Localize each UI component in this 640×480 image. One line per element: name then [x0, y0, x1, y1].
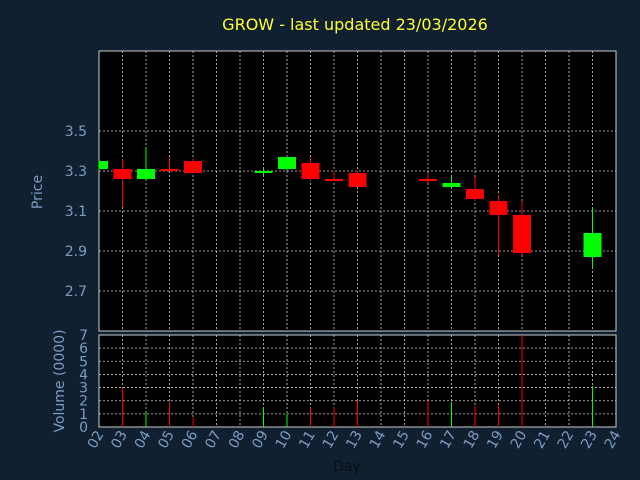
volume-tick-label: 5: [79, 354, 88, 370]
candle-body: [301, 163, 320, 179]
day-tick-label: 12: [320, 428, 343, 451]
day-tick-label: 03: [108, 428, 131, 451]
candle-body: [254, 171, 273, 173]
price-tick-label: 3.3: [65, 164, 87, 180]
day-tick-label: 06: [179, 428, 202, 452]
day-tick-label: 23: [578, 428, 601, 451]
candle-body: [278, 157, 296, 169]
volume-tick-label: 7: [79, 328, 88, 344]
x-axis-label: Day: [333, 459, 361, 475]
day-tick-labels: 02 03 04 05 06 07 08 09 10 11 12 13 14 15 16 17 18 19 20 21…: [85, 428, 625, 452]
candle-body: [489, 201, 508, 215]
day-tick-label: 10: [273, 428, 296, 451]
candle-body: [184, 161, 202, 173]
candle-body: [583, 233, 602, 257]
day-tick-label: 22: [555, 428, 578, 451]
day-tick-label: 09: [249, 428, 272, 451]
chart-title: GROW - last updated 23/03/2026: [222, 15, 488, 34]
volume-bars: [122, 335, 593, 427]
candle-body: [348, 173, 367, 187]
candle-body: [466, 189, 484, 199]
candle-body: [442, 183, 461, 187]
day-tick-label: 16: [414, 428, 437, 452]
volume-tick-label: 0: [79, 420, 88, 436]
day-tick-label: 21: [531, 428, 554, 451]
day-tick-label: 18: [461, 428, 484, 451]
price-tick-label: 2.9: [65, 244, 87, 260]
candle-body: [419, 179, 437, 181]
volume-axis-label: Volume (0000): [52, 329, 68, 432]
day-tick-label: 08: [226, 428, 249, 451]
price-tick-label: 2.7: [65, 284, 87, 300]
price-panel: 2.7 2.9 3.1 3.3 3.5 Price: [30, 50, 617, 332]
candle-body: [99, 161, 108, 169]
price-tick-label: 3.1: [65, 204, 87, 220]
volume-tick-label: 2: [79, 394, 88, 410]
volume-tick-label: 3: [79, 381, 88, 397]
candle-body: [513, 215, 531, 253]
day-tick-label: 13: [343, 428, 366, 451]
candle-body: [113, 169, 132, 179]
day-tick-label: 20: [508, 428, 531, 451]
day-tick-label: 02: [85, 428, 108, 451]
candle-body: [325, 179, 343, 181]
day-tick-label: 24: [602, 428, 625, 452]
price-tick-labels: 2.7 2.9 3.1 3.3 3.5: [65, 124, 87, 300]
day-tick-label: 11: [296, 428, 319, 451]
day-tick-label: 05: [155, 428, 178, 451]
day-tick-label: 15: [390, 428, 413, 451]
candle-body: [160, 169, 179, 171]
day-tick-label: 19: [484, 428, 507, 451]
volume-tick-label: 1: [79, 407, 88, 423]
candles: [98, 147, 602, 267]
day-tick-label: 07: [202, 428, 225, 451]
price-grid: [99, 51, 616, 331]
day-tick-label: 14: [367, 428, 390, 452]
volume-tick-label: 6: [79, 341, 88, 357]
day-tick-label: 04: [132, 428, 155, 452]
candle-body: [137, 169, 155, 179]
price-tick-label: 3.5: [65, 124, 87, 140]
day-tick-label: 17: [437, 428, 460, 451]
price-axis-label: Price: [30, 175, 46, 209]
volume-tick-label: 4: [79, 367, 88, 383]
